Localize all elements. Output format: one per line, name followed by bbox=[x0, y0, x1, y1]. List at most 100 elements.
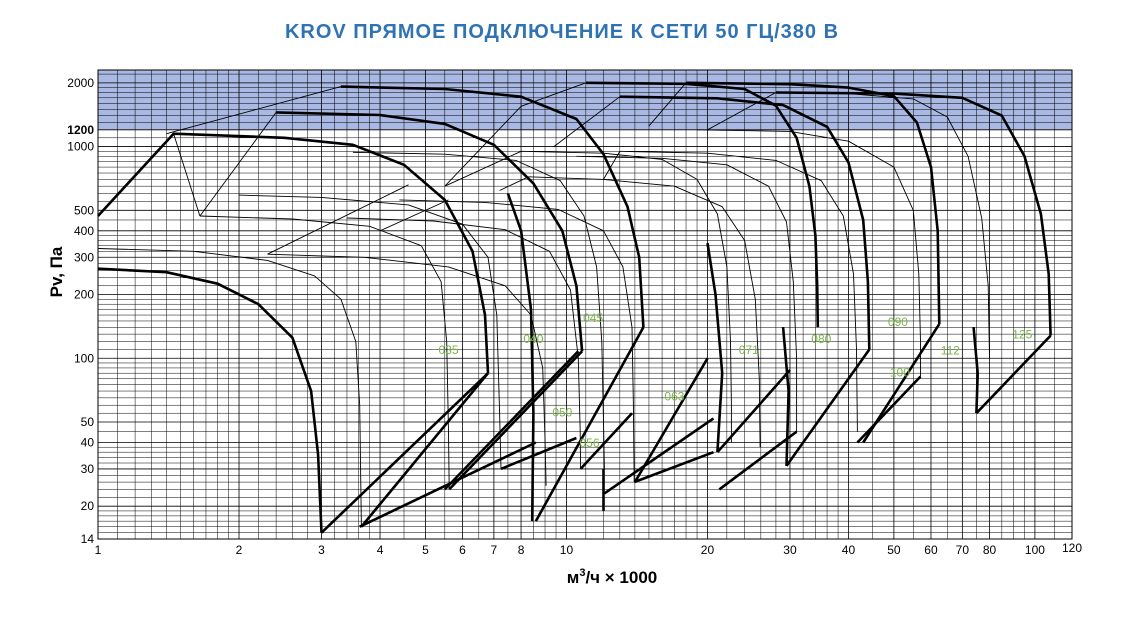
x-tick-label: 1 bbox=[95, 543, 102, 557]
y-tick-label: 2000 bbox=[67, 76, 94, 90]
x-tick-label: 20 bbox=[701, 543, 715, 557]
y-tick-label: 1000 bbox=[67, 140, 94, 154]
curve-090 bbox=[553, 96, 621, 147]
curve-125 bbox=[972, 327, 980, 414]
curve-071 bbox=[444, 105, 522, 187]
curve-112 bbox=[648, 82, 687, 127]
highlight-band bbox=[98, 70, 1072, 130]
curve-080 bbox=[633, 357, 709, 483]
x-tick-label: 120 bbox=[1062, 541, 1082, 555]
curve-100 bbox=[603, 151, 621, 180]
x-tick-label: 6 bbox=[459, 543, 466, 557]
x-tick-label: 2 bbox=[236, 543, 243, 557]
curve-125 bbox=[744, 92, 990, 359]
x-tick-label: 100 bbox=[1025, 543, 1045, 557]
model-label-050: 050 bbox=[552, 406, 572, 420]
y-tick-label: 300 bbox=[74, 250, 94, 264]
curve-045 bbox=[199, 112, 277, 217]
curve-035 bbox=[97, 248, 362, 527]
curve-112 bbox=[685, 81, 941, 325]
model-label-040: 040 bbox=[523, 332, 543, 346]
x-tick-label: 30 bbox=[783, 543, 797, 557]
curve-040 bbox=[97, 132, 490, 374]
x-tick-label: 60 bbox=[924, 543, 938, 557]
curve-112 bbox=[862, 323, 941, 444]
curve-125 bbox=[707, 92, 777, 131]
x-tick-label: 4 bbox=[377, 543, 384, 557]
curve-080 bbox=[499, 176, 529, 191]
x-tick-label: 80 bbox=[983, 543, 997, 557]
x-tick-label: 50 bbox=[887, 543, 901, 557]
model-label-112: 112 bbox=[941, 344, 960, 358]
x-tick-labels: 1 2 3 4 5 6 7 8 10 20 30 40 50 60 70 80 100 120 bbox=[95, 541, 1083, 557]
minor-grid bbox=[98, 70, 1073, 539]
curve-071 bbox=[633, 450, 714, 484]
curve-045 bbox=[238, 194, 502, 469]
curve-090 bbox=[576, 155, 798, 432]
x-tick-label: 40 bbox=[842, 543, 856, 557]
y-axis-label: Pv, Па bbox=[47, 246, 66, 297]
curve-050 bbox=[267, 253, 547, 486]
model-label-056: 056 bbox=[579, 436, 599, 450]
curve-063 bbox=[443, 350, 580, 491]
curve-045 bbox=[448, 350, 584, 491]
model-label-045: 045 bbox=[583, 311, 603, 325]
curve-050 bbox=[267, 184, 409, 255]
model-label-063: 063 bbox=[664, 390, 684, 404]
curve-125 bbox=[775, 91, 1052, 336]
model-label-090: 090 bbox=[888, 315, 908, 329]
model-label-125: 125 bbox=[1012, 327, 1032, 341]
x-axis-label-sup: 3 bbox=[579, 567, 585, 579]
y-tick-label: 200 bbox=[74, 288, 94, 302]
curve-035 bbox=[97, 267, 323, 533]
curve-100 bbox=[781, 327, 790, 466]
y-tick-label: 30 bbox=[81, 462, 95, 476]
y-tick-label: 14 bbox=[81, 532, 95, 546]
curve-035 bbox=[320, 372, 489, 534]
curve-125 bbox=[975, 334, 1052, 415]
x-tick-label: 7 bbox=[491, 543, 498, 557]
curve-063 bbox=[379, 199, 449, 232]
model-label-035: 035 bbox=[438, 343, 458, 357]
curve-080 bbox=[716, 369, 791, 454]
curve-100 bbox=[718, 430, 798, 491]
curve-063 bbox=[579, 412, 633, 470]
model-label-100: 100 bbox=[890, 365, 910, 379]
curve-040 bbox=[199, 215, 450, 490]
curve-080 bbox=[528, 176, 761, 448]
x-axis-label-main: м bbox=[567, 568, 580, 587]
curve-050 bbox=[166, 86, 342, 135]
x-tick-label: 8 bbox=[518, 543, 525, 557]
y-tick-label: 100 bbox=[74, 351, 94, 365]
y-tick-label: 400 bbox=[74, 224, 94, 238]
curve-056 bbox=[346, 217, 582, 469]
curve-040 bbox=[173, 133, 201, 217]
curve-035 bbox=[360, 372, 490, 528]
curve-090 bbox=[619, 95, 871, 350]
curve-056 bbox=[534, 326, 645, 522]
x-axis-label-rest: /ч × 1000 bbox=[585, 568, 657, 587]
curve-100 bbox=[619, 150, 858, 432]
curve-045 bbox=[500, 436, 577, 471]
curves bbox=[97, 81, 1052, 534]
x-tick-label: 70 bbox=[956, 543, 970, 557]
model-label-080: 080 bbox=[811, 332, 831, 346]
y-tick-label: 50 bbox=[81, 415, 95, 429]
x-tick-label: 5 bbox=[422, 543, 429, 557]
curve-100 bbox=[856, 375, 922, 444]
curve-056 bbox=[352, 151, 605, 469]
x-tick-label: 3 bbox=[318, 543, 325, 557]
chart-title: KROV ПРЯМОЕ ПОДКЛЮЧЕНИЕ К СЕТИ 50 ГЦ/380… bbox=[285, 21, 839, 43]
curve-056 bbox=[506, 193, 535, 522]
curve-071 bbox=[444, 150, 732, 443]
model-label-071: 071 bbox=[739, 343, 759, 357]
curve-112 bbox=[696, 129, 921, 377]
curve-050 bbox=[340, 85, 645, 328]
curve-071 bbox=[520, 82, 586, 107]
plot-frame bbox=[97, 69, 1073, 540]
curve-063 bbox=[603, 417, 715, 495]
y-tick-label: 500 bbox=[74, 203, 94, 217]
curve-071 bbox=[585, 81, 820, 328]
highlight-band-rect bbox=[98, 70, 1072, 130]
